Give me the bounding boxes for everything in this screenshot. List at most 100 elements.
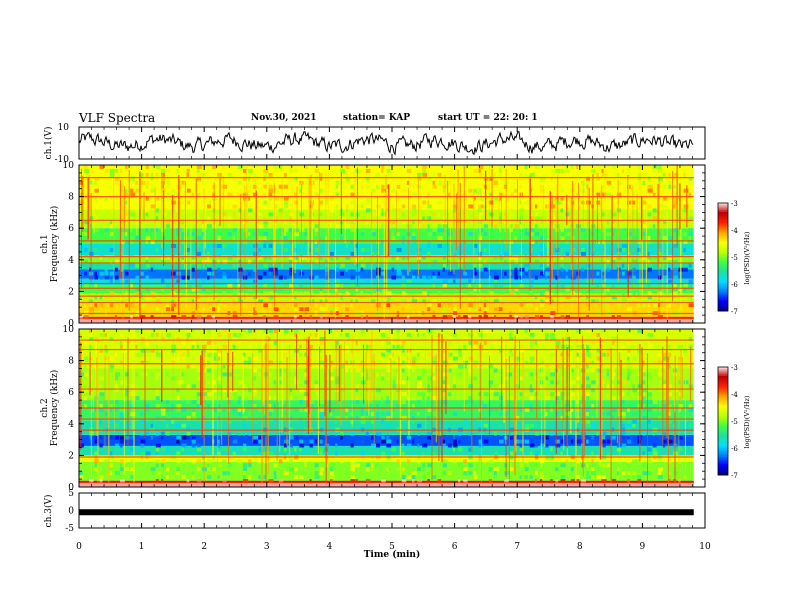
spectrogram-cell [688, 172, 694, 177]
spectrogram-cell [119, 228, 124, 233]
spectrogram-cell [186, 352, 190, 357]
colorbar-step [718, 422, 728, 425]
spectrogram-cell [212, 431, 217, 436]
spectrogram-cell [647, 447, 652, 452]
spectrogram-cell [545, 475, 549, 480]
spectrogram-cell [248, 459, 252, 464]
spectrogram-cell [601, 479, 607, 484]
spectrogram-cell [499, 220, 502, 225]
spectrogram-cell [89, 439, 93, 444]
spectrogram-cell [350, 200, 356, 205]
spectrogram-cell [550, 376, 555, 381]
spectrogram-cell [637, 479, 642, 484]
spectrogram-cell [673, 291, 678, 296]
spectrogram-cell [663, 275, 668, 280]
spectrogram-cell [84, 283, 90, 288]
spectrogram-cell [79, 259, 82, 264]
spectrogram-cell [447, 392, 452, 397]
spectrogram-cell [278, 459, 283, 464]
spectrogram-cell [258, 224, 264, 229]
spectrogram-cell [196, 396, 200, 401]
spectrogram-cell [514, 259, 519, 264]
spectrogram-cell [616, 192, 622, 197]
spectrogram-cell [627, 184, 632, 189]
spectrogram-cell [130, 329, 135, 333]
spectrogram-cell [442, 372, 448, 377]
spectrogram-cell [242, 471, 246, 476]
spectrogram-cell [155, 392, 159, 397]
spectrogram-cell [545, 392, 551, 397]
spectrogram-cell [94, 244, 97, 248]
spectrogram-cell [232, 251, 236, 256]
spectrogram-cell [534, 251, 538, 256]
spectrogram-cell [191, 267, 195, 272]
spectrogram-cell [396, 400, 400, 405]
spectrogram-cell [294, 232, 299, 237]
spectrogram-cell [371, 435, 374, 440]
spectrogram-cell [227, 244, 232, 248]
spectrogram-cell [570, 439, 574, 444]
colorbar-tick-label: -3 [731, 364, 738, 372]
spectrogram-cell [606, 451, 611, 456]
spectrogram-cell [499, 431, 503, 436]
spectrogram-cell [411, 471, 417, 476]
spectrogram-cell [627, 279, 631, 284]
spectrogram-cell [586, 263, 591, 268]
spectrogram-cell [109, 336, 113, 341]
spectrogram-cell [596, 299, 599, 304]
spectrogram-cell [145, 408, 150, 412]
spectrogram-cell [273, 188, 279, 193]
spectrogram-cell [493, 307, 499, 312]
spectrogram-cell [586, 392, 590, 397]
colorbar-step [718, 228, 728, 231]
spectrogram-cell [596, 240, 601, 244]
spectrogram-cell [253, 184, 257, 189]
spectrogram-cell [622, 400, 625, 405]
spectrogram-cell [427, 303, 432, 308]
spectrogram-cell [94, 336, 99, 341]
spectrogram-cell [396, 184, 401, 189]
spectrogram-cell [447, 368, 452, 373]
spectrogram-cell [166, 447, 169, 452]
spectrogram-cell [586, 408, 590, 412]
spectrogram-cell [596, 431, 599, 436]
spectrogram-cell [452, 411, 458, 416]
spectrogram-cell [248, 411, 251, 416]
spectrogram-cell [550, 352, 556, 357]
spectrogram-cell [104, 267, 108, 272]
spectrogram-cell [529, 360, 533, 365]
spectrogram-cell [304, 279, 310, 284]
spectrogram-cell [545, 299, 550, 304]
spectrogram-cell [422, 200, 427, 205]
colorbar-step [718, 413, 728, 416]
spectrogram-cell [447, 259, 451, 264]
spectrogram-cell [99, 303, 104, 308]
spectrogram-cell [591, 360, 595, 365]
spectrogram-cell [222, 303, 227, 308]
spectrogram-cell [248, 244, 252, 248]
spectrogram-cell [447, 208, 452, 213]
spectrogram-cell [565, 396, 571, 401]
spectrogram-cell [545, 172, 549, 177]
spectrogram-cell [345, 415, 348, 420]
spectrogram-cell [253, 336, 257, 341]
spectrogram-cell [488, 344, 493, 349]
spectrogram-cell [673, 192, 679, 197]
spectrogram-cell [524, 471, 530, 476]
spectrogram-cell [550, 348, 555, 353]
spectrogram-cell [176, 192, 179, 197]
spectrogram-cell [478, 459, 481, 464]
spectrogram-cell [463, 283, 466, 288]
ch1-waveform-ticks: 10-10 [55, 123, 70, 165]
spectrogram-cell [529, 443, 535, 448]
spectrogram-cell [360, 372, 365, 377]
spectrogram-cell [386, 295, 392, 300]
spectrogram-cell [324, 267, 330, 272]
spectrogram-cell [673, 267, 678, 272]
spectrogram-cell [258, 348, 263, 353]
spectrogram-cell [355, 364, 361, 369]
spectrogram-cell [652, 423, 658, 428]
spectrogram-cell [401, 344, 404, 349]
spectrogram-cell [647, 283, 651, 288]
spectrogram-cell [529, 192, 534, 197]
